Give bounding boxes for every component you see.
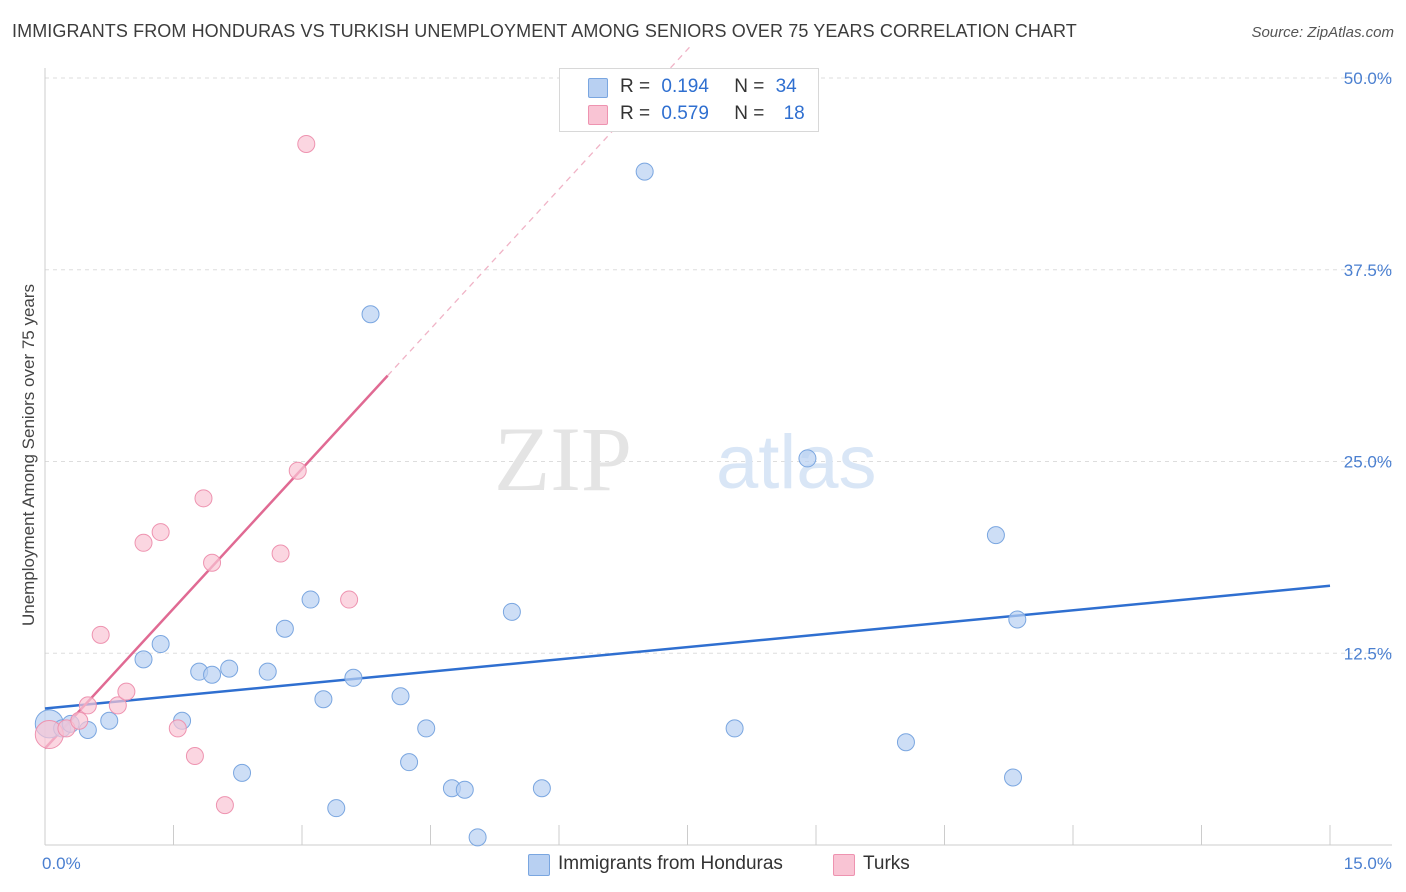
honduras-point-24 bbox=[468, 828, 487, 847]
honduras-point-5 bbox=[134, 650, 153, 669]
legend-swatch-pink bbox=[588, 105, 608, 125]
honduras-point-21 bbox=[417, 719, 436, 738]
legend-r-label-1: R = bbox=[620, 76, 651, 97]
honduras-point-14 bbox=[301, 590, 320, 609]
turks-point-6 bbox=[117, 682, 136, 701]
honduras-point-31 bbox=[986, 526, 1005, 545]
y-tick-label-2: 37.5% bbox=[1344, 261, 1392, 280]
legend-n-value-1: 34 bbox=[775, 76, 797, 97]
honduras-point-4 bbox=[100, 711, 119, 730]
honduras-point-26 bbox=[532, 779, 551, 798]
turks-point-17 bbox=[340, 590, 359, 609]
turks-point-4 bbox=[91, 625, 110, 644]
turks-point-10 bbox=[185, 747, 204, 766]
turks-point-12 bbox=[203, 553, 222, 572]
honduras-point-27 bbox=[635, 162, 654, 181]
source-label: Source: ZipAtlas.com bbox=[1251, 24, 1394, 41]
legend-r-label-2: R = bbox=[620, 103, 651, 124]
legend-r-value-1: 0.194 bbox=[661, 76, 709, 97]
chart-title: IMMIGRANTS FROM HONDURAS VS TURKISH UNEM… bbox=[12, 21, 1077, 41]
correlation-legend: R = 0.194 N = 34 R = 0.579 N = 18 bbox=[559, 68, 819, 132]
honduras-point-23 bbox=[455, 780, 474, 799]
turks-point-16 bbox=[297, 134, 316, 153]
honduras-point-29 bbox=[798, 449, 817, 468]
honduras-point-28 bbox=[725, 719, 744, 738]
y-tick-label-1: 25.0% bbox=[1344, 453, 1392, 472]
honduras-point-11 bbox=[233, 763, 252, 782]
turks-point-3 bbox=[78, 696, 97, 715]
legend-r-value-2: 0.579 bbox=[661, 103, 709, 124]
turks-point-2 bbox=[70, 711, 89, 730]
turks-point-13 bbox=[215, 796, 234, 815]
tick-labels: 12.5% 25.0% 37.5% 50.0% 0.0% 15.0% bbox=[42, 69, 1392, 873]
honduras-point-30 bbox=[896, 733, 915, 752]
honduras-point-17 bbox=[344, 668, 363, 687]
legend-swatch-turks bbox=[833, 854, 855, 876]
turks-point-7 bbox=[134, 533, 153, 552]
honduras-point-16 bbox=[327, 799, 346, 818]
legend-label-honduras: Immigrants from Honduras bbox=[558, 853, 783, 874]
honduras-point-25 bbox=[502, 602, 521, 621]
turks-point-15 bbox=[288, 461, 307, 480]
watermark-zip: ZIP bbox=[494, 408, 632, 510]
honduras-point-33 bbox=[1008, 610, 1027, 629]
turks-point-14 bbox=[271, 544, 290, 563]
y-tick-label-3: 50.0% bbox=[1344, 69, 1392, 88]
x-tick-label-min: 0.0% bbox=[42, 854, 81, 873]
honduras-point-12 bbox=[258, 662, 277, 681]
watermark: ZIP atlas bbox=[494, 408, 877, 510]
legend-swatch-honduras bbox=[528, 854, 550, 876]
series-legend: Immigrants from Honduras Turks bbox=[0, 852, 1406, 878]
honduras-point-18 bbox=[361, 305, 380, 324]
legend-n-label-2: N = bbox=[734, 103, 765, 124]
x-tick-label-max: 15.0% bbox=[1344, 854, 1392, 873]
honduras-point-19 bbox=[391, 687, 410, 706]
trend-extension-turks bbox=[387, 46, 690, 377]
y-tick-label-0: 12.5% bbox=[1344, 644, 1392, 663]
legend-n-value-2: 18 bbox=[783, 103, 805, 124]
honduras-point-13 bbox=[275, 619, 294, 638]
gridlines bbox=[45, 77, 1392, 654]
data-points bbox=[34, 134, 1027, 847]
y-axis-label: Unemployment Among Seniors over 75 years bbox=[19, 284, 38, 626]
honduras-point-6 bbox=[151, 635, 170, 654]
legend-swatch-blue bbox=[588, 78, 608, 98]
legend-label-turks: Turks bbox=[863, 853, 910, 874]
honduras-point-15 bbox=[314, 690, 333, 709]
legend-n-label-1: N = bbox=[734, 76, 765, 97]
honduras-point-10 bbox=[220, 659, 239, 678]
honduras-point-20 bbox=[400, 753, 419, 772]
honduras-point-32 bbox=[1004, 768, 1023, 787]
watermark-atlas: atlas bbox=[716, 420, 877, 505]
trend-line-honduras bbox=[44, 584, 1331, 710]
turks-point-8 bbox=[151, 523, 170, 542]
honduras-point-9 bbox=[203, 665, 222, 684]
trend-lines bbox=[44, 46, 1331, 750]
turks-point-11 bbox=[194, 489, 213, 508]
turks-point-9 bbox=[168, 719, 187, 738]
turks-point-5 bbox=[108, 696, 127, 715]
